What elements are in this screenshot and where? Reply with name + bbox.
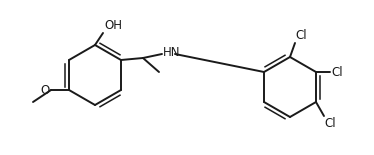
- Text: OH: OH: [104, 19, 122, 32]
- Text: HN: HN: [163, 46, 181, 60]
- Text: Cl: Cl: [324, 117, 335, 130]
- Text: Cl: Cl: [295, 29, 307, 42]
- Text: O: O: [41, 84, 50, 97]
- Text: Cl: Cl: [331, 66, 343, 78]
